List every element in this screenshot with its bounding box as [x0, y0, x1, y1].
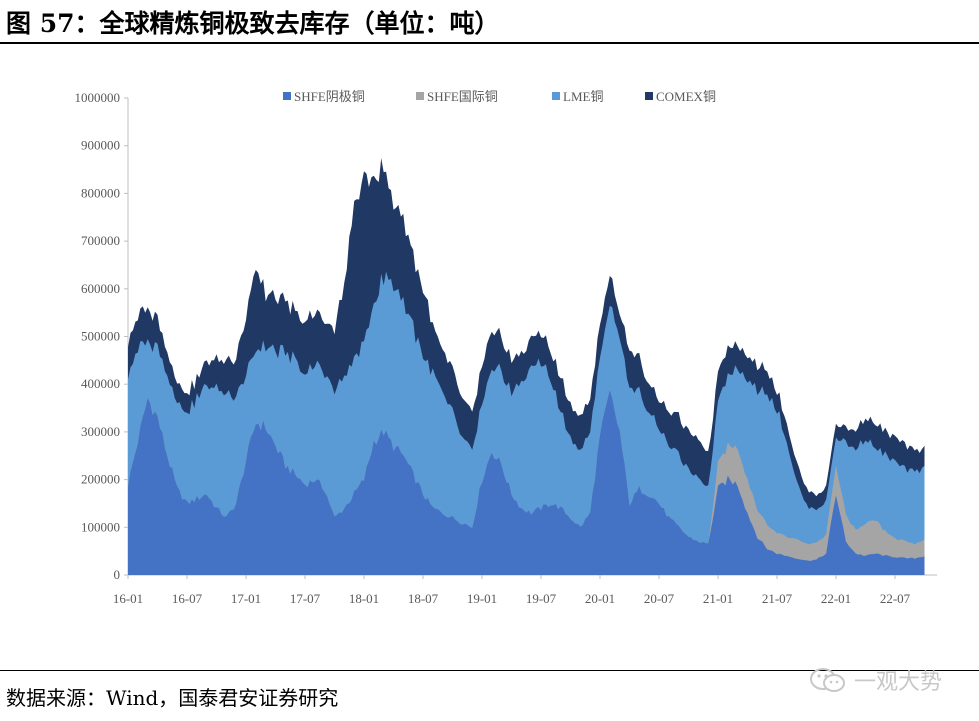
- x-tick-label: 21-07: [762, 591, 793, 606]
- y-tick-label: 200000: [81, 472, 120, 487]
- wechat-icon: [810, 668, 845, 692]
- top-rule: [0, 42, 979, 44]
- legend-label: COMEX铜: [656, 89, 716, 104]
- legend-swatch: [645, 92, 653, 100]
- series-area-0: [128, 390, 925, 575]
- x-axis: 16-01 16-07 17-01 17-07 18-01 18-07 19-01 19-07…: [113, 574, 937, 606]
- x-tick-label: 19-01: [467, 591, 497, 606]
- legend-label: LME铜: [563, 89, 603, 104]
- x-tick-label: 22-07: [880, 591, 911, 606]
- legend-swatch: [283, 92, 291, 100]
- x-tick-label: 16-01: [113, 591, 143, 606]
- y-tick-label: 900000: [81, 138, 120, 153]
- x-tick-label: 17-01: [231, 591, 261, 606]
- y-tick-label: 500000: [81, 329, 120, 344]
- x-tick-label: 16-07: [172, 591, 203, 606]
- x-tick-label: 22-01: [821, 591, 851, 606]
- x-tick-label: 21-01: [703, 591, 733, 606]
- y-tick-label: 1000000: [75, 90, 121, 105]
- y-tick-label: 100000: [81, 519, 120, 534]
- legend-swatch: [552, 92, 560, 100]
- stacked-area-chart: 0 100000 200000 300000 400000 500000 600000 700…: [75, 89, 937, 606]
- legend-swatch: [416, 92, 424, 100]
- y-tick-label: 700000: [81, 233, 120, 248]
- y-tick-label: 600000: [81, 281, 120, 296]
- x-tick-label: 18-07: [408, 591, 439, 606]
- figure-title: 图 57：全球精炼铜极致去库存（单位：吨）: [6, 9, 500, 38]
- y-tick-label: 0: [114, 567, 121, 582]
- bottom-rule: [0, 670, 979, 671]
- legend-label: SHFE国际铜: [427, 89, 498, 104]
- x-tick-label: 20-07: [644, 591, 675, 606]
- x-tick-label: 19-07: [526, 591, 557, 606]
- y-tick-label: 800000: [81, 185, 120, 200]
- watermark-text: 一观大势: [854, 670, 943, 695]
- x-tick-label: 17-07: [290, 591, 321, 606]
- x-tick-label: 20-01: [585, 591, 615, 606]
- watermark: 一观大势: [808, 664, 942, 696]
- source-note: 数据来源：Wind，国泰君安证券研究: [6, 686, 339, 710]
- x-tick-label: 18-01: [349, 591, 379, 606]
- y-axis: 0 100000 200000 300000 400000 500000 600000 700…: [75, 90, 129, 582]
- y-tick-label: 300000: [81, 424, 120, 439]
- legend-label: SHFE阴极铜: [294, 89, 365, 104]
- y-tick-label: 400000: [81, 376, 120, 391]
- plot-area: [128, 158, 925, 575]
- legend: SHFE阴极铜 SHFE国际铜 LME铜 COMEX铜: [283, 89, 716, 104]
